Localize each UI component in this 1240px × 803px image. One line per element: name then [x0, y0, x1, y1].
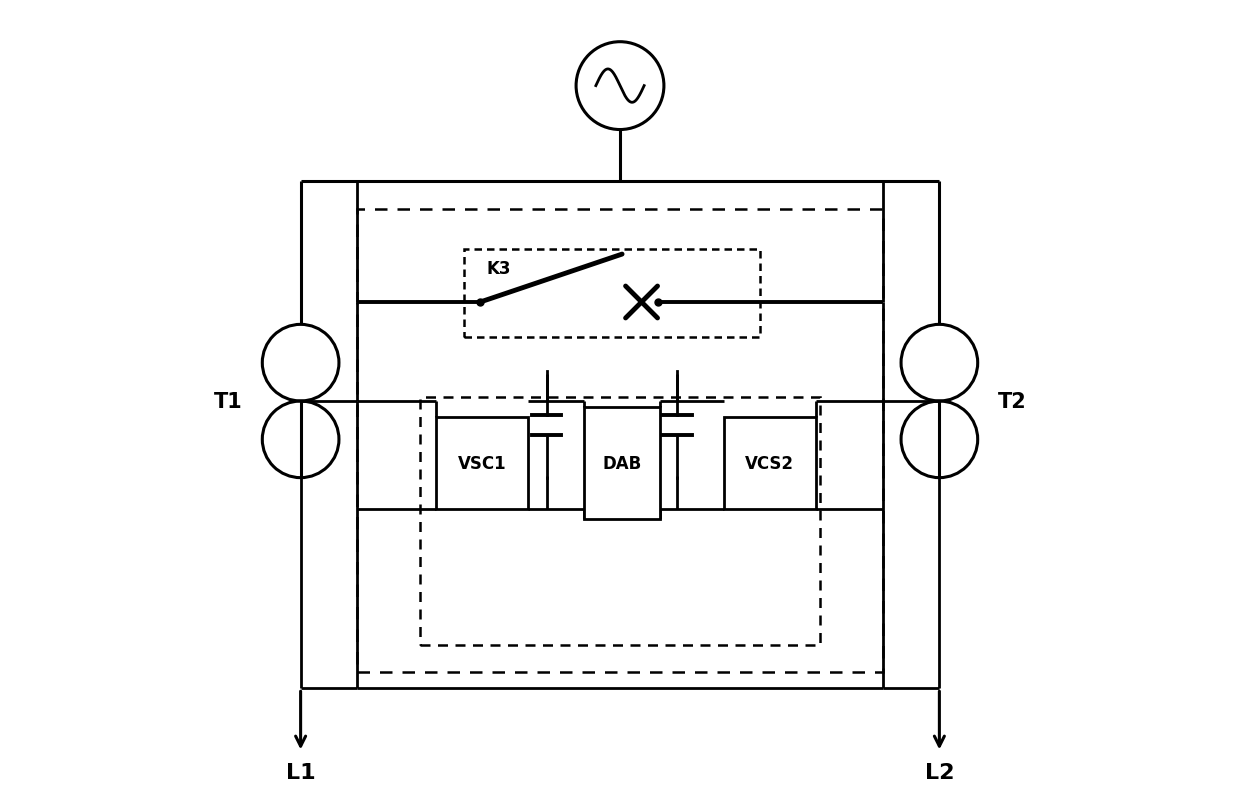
Text: L1: L1: [285, 762, 315, 782]
Bar: [436, 418, 528, 509]
Bar: [584, 408, 660, 520]
Text: T2: T2: [998, 392, 1027, 411]
Bar: [357, 210, 883, 673]
Text: T1: T1: [213, 392, 242, 411]
Bar: [464, 250, 760, 338]
Bar: [420, 397, 820, 645]
Bar: [724, 418, 816, 509]
Text: DAB: DAB: [603, 454, 641, 473]
Text: K3: K3: [486, 259, 511, 278]
Text: L2: L2: [925, 762, 954, 782]
Text: VCS2: VCS2: [745, 454, 794, 472]
Text: VSC1: VSC1: [458, 454, 507, 472]
